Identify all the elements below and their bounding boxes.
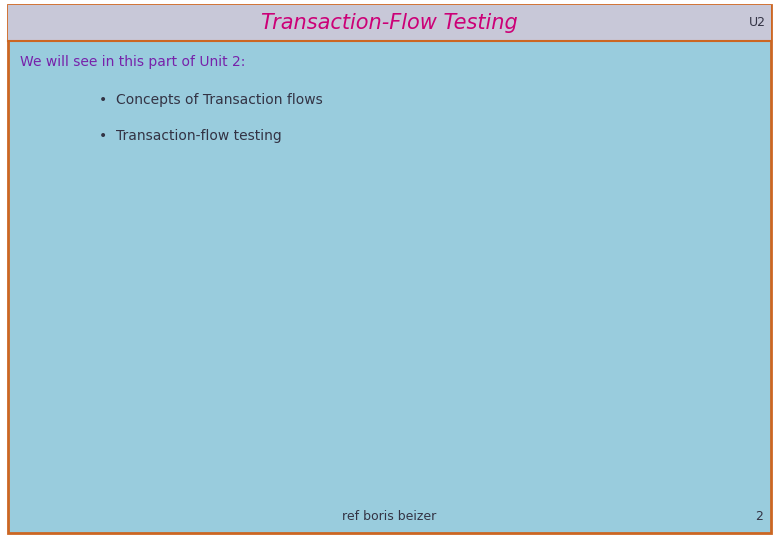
Text: Transaction-Flow Testing: Transaction-Flow Testing <box>261 13 518 33</box>
Text: •: • <box>99 129 107 143</box>
Text: Transaction-flow testing: Transaction-flow testing <box>116 129 282 143</box>
Text: ref boris beizer: ref boris beizer <box>342 510 437 523</box>
Bar <box>8 5 771 41</box>
Text: U2: U2 <box>749 17 766 30</box>
Text: Concepts of Transaction flows: Concepts of Transaction flows <box>116 93 323 107</box>
Text: •: • <box>99 93 107 107</box>
Text: 2: 2 <box>755 510 763 523</box>
Text: We will see in this part of Unit 2:: We will see in this part of Unit 2: <box>20 55 246 69</box>
